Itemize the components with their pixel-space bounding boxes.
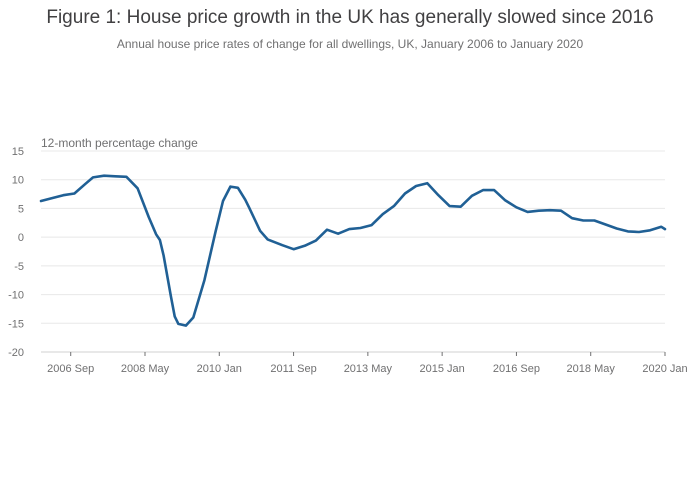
y-tick-label: 15 [12, 146, 24, 158]
y-axis: 15 10 5 0 -5 -10 -15 -20 [8, 146, 24, 359]
chart-subtitle: Annual house price rates of change for a… [116, 37, 584, 51]
chart-title: Figure 1: House price growth in the UK h… [46, 7, 654, 28]
x-tick-label: 2006 Sep [47, 363, 94, 375]
series-line-0 [39, 174, 667, 327]
y-tick-label: 10 [12, 175, 24, 187]
x-tick-label: 2008 May [121, 363, 170, 375]
x-tick-label: 2020 Jan [642, 363, 687, 375]
y-tick-label: 0 [18, 232, 24, 244]
x-axis: 2006 Sep 2008 May 2010 Jan 2011 Sep 2013 May… [41, 351, 688, 375]
y-tick-label: -20 [8, 347, 24, 359]
x-tick-label: 2018 May [567, 363, 616, 375]
y-tick-label: -5 [14, 261, 24, 273]
x-tick-label: 2010 Jan [197, 363, 242, 375]
y-axis-label: 12-month percentage change [41, 136, 198, 150]
x-tick-label: 2015 Jan [420, 363, 465, 375]
series-layer [39, 174, 667, 327]
y-tick-label: -15 [8, 318, 24, 330]
gridlines [41, 150, 665, 353]
y-tick-label: -10 [8, 290, 24, 302]
y-tick-label: 5 [18, 203, 24, 215]
x-tick-label: 2013 May [344, 363, 393, 375]
x-tick-label: 2016 Sep [493, 363, 540, 375]
x-tick-label: 2011 Sep [270, 363, 316, 375]
